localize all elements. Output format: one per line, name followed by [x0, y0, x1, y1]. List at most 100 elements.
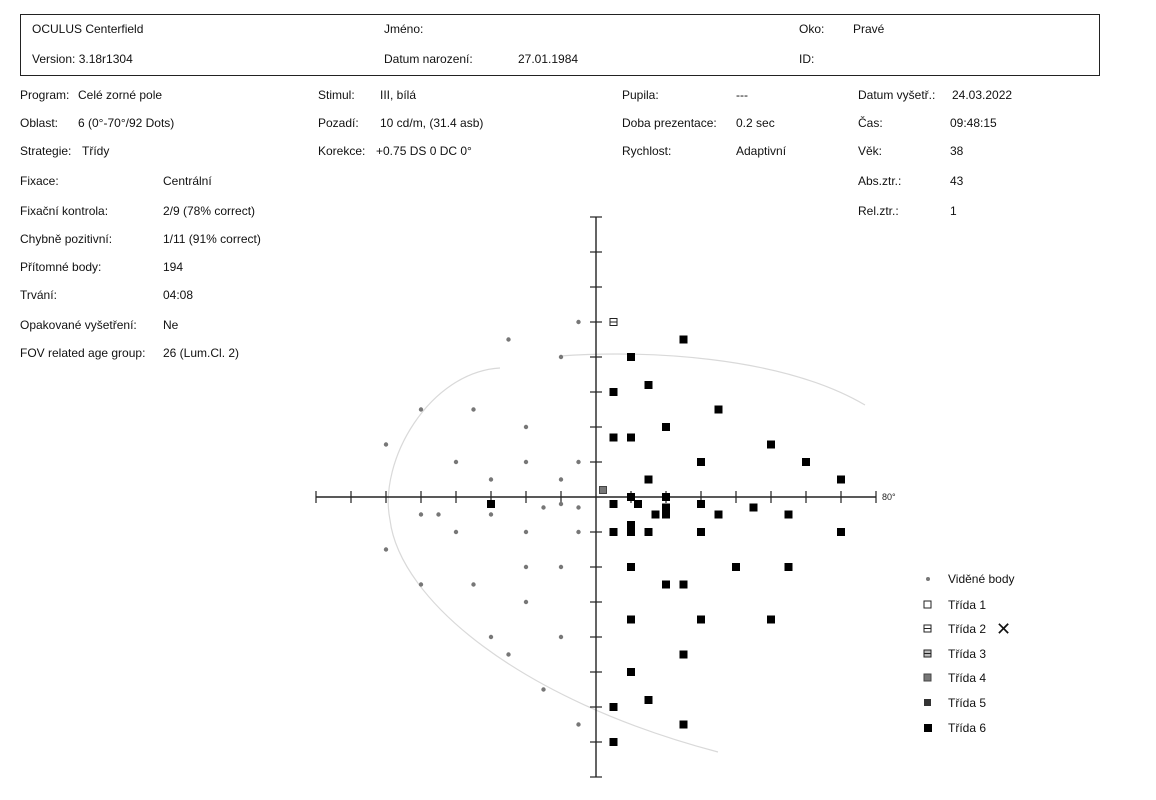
seen-point: [576, 505, 581, 510]
fixcontrol-value: 2/9 (78% correct): [163, 204, 256, 218]
close-x-icon[interactable]: ✕: [996, 619, 1012, 639]
strategy-value: Třídy: [82, 144, 110, 158]
legend-class5: Třída 5: [922, 695, 986, 711]
seen-point: [558, 634, 564, 640]
class6-point: [627, 433, 635, 442]
class4-point: [599, 486, 607, 494]
seen-point: [558, 564, 564, 570]
id-label: ID:: [799, 52, 815, 66]
seen-point: [506, 652, 511, 657]
field-boundary-curve: [387, 353, 866, 753]
app-name: OCULUS Centerfield: [32, 22, 144, 36]
class6-point: [627, 615, 635, 624]
area-label: Oblast:: [20, 116, 59, 130]
legend-class6: Třída 6: [922, 720, 986, 736]
seen-point: [488, 634, 494, 640]
seen-point: [418, 582, 424, 587]
class6-point: [609, 388, 618, 396]
dob-value: 27.01.1984: [518, 52, 579, 66]
class6-point: [767, 440, 775, 449]
age-value: 38: [950, 144, 964, 158]
fixation-value: Centrální: [163, 174, 212, 188]
class6-point: [662, 580, 670, 589]
axes: [316, 217, 876, 777]
seen-point: [576, 459, 581, 465]
legend-class2-label: Třída 2: [948, 622, 987, 636]
name-label: Jméno:: [384, 22, 424, 36]
class6-point: [644, 696, 653, 704]
class6-point: [784, 510, 793, 519]
rel-loss-label: Rel.ztr.:: [858, 204, 899, 218]
legend-class6-label: Třída 6: [948, 721, 987, 735]
class6-point: [837, 475, 845, 484]
seen-point: [576, 529, 581, 535]
class6-point: [784, 563, 793, 571]
seen-point: [523, 459, 529, 465]
class6-point: [662, 423, 670, 431]
eye-value: Pravé: [853, 22, 885, 36]
class6-point: [802, 458, 810, 466]
seen-point: [523, 564, 529, 570]
falsepos-value: 1/11 (91% correct): [163, 232, 261, 246]
seen-point: [471, 407, 476, 412]
class6-point: [487, 500, 495, 508]
class6-point: [714, 405, 723, 414]
pupil-label: Pupila:: [622, 88, 659, 102]
class6-point: [679, 580, 688, 589]
seen-point: [471, 582, 476, 587]
seen-point: [523, 599, 529, 605]
class6-point: [714, 510, 723, 519]
dob-label: Datum narození:: [384, 52, 473, 66]
class6-point: [627, 528, 635, 536]
class6-point: [662, 503, 670, 512]
fixcontrol-label: Fixační kontrola:: [20, 204, 109, 218]
class6-point: [627, 493, 635, 501]
class3-icon: [922, 649, 934, 659]
stimulus-marks: [383, 318, 845, 746]
class6-point: [697, 528, 705, 536]
legend-class4-label: Třída 4: [948, 671, 987, 685]
class6-point: [609, 528, 618, 536]
seen-point: [418, 512, 424, 517]
correction-value: +0.75 DS 0 DC 0°: [376, 144, 472, 158]
legend-class4: Třída 4: [922, 670, 986, 686]
legend-class3: Třída 3: [922, 646, 986, 662]
seen-point: [558, 354, 564, 360]
seen-dot-icon: [922, 575, 934, 583]
pupil-value: ---: [736, 88, 748, 102]
abs-loss-value: 43: [950, 174, 964, 188]
repeat-label: Opakované vyšetření:: [20, 318, 137, 332]
program-value: Celé zorné pole: [78, 88, 163, 102]
correction-label: Korekce:: [318, 144, 366, 158]
points-value: 194: [163, 260, 184, 274]
class6-point: [644, 381, 653, 389]
class2-icon: [922, 624, 934, 634]
stimul-value: III, bílá: [380, 88, 417, 102]
legend-seen-label: Viděné body: [948, 572, 1015, 586]
class6-point: [627, 563, 635, 571]
class6-point: [609, 500, 618, 508]
seen-point: [523, 529, 529, 535]
legend-class2: Třída 2 ✕: [922, 619, 1012, 639]
repeat-value: Ne: [163, 318, 179, 332]
axis-80-label: 80°: [882, 492, 896, 502]
seen-point: [488, 477, 494, 482]
class1-icon: [922, 600, 934, 610]
stimul-label: Stimul:: [318, 88, 355, 102]
legend-class1: Třída 1: [922, 597, 986, 613]
time-value: 09:48:15: [950, 116, 997, 130]
fov-value: 26 (Lum.Cl. 2): [163, 346, 240, 360]
class6-point: [837, 528, 845, 536]
class6-point: [697, 458, 705, 466]
class6-point: [662, 510, 670, 519]
class6-point: [679, 650, 688, 659]
strategy-label: Strategie:: [20, 144, 72, 158]
class6-point: [679, 335, 688, 344]
area-value: 6 (0°-70°/92 Dots): [78, 116, 175, 130]
duration-value: 04:08: [163, 288, 194, 302]
time-label: Čas:: [858, 116, 883, 130]
seen-point: [383, 547, 389, 552]
class6-point: [749, 503, 758, 512]
presentation-label: Doba prezentace:: [622, 116, 717, 130]
